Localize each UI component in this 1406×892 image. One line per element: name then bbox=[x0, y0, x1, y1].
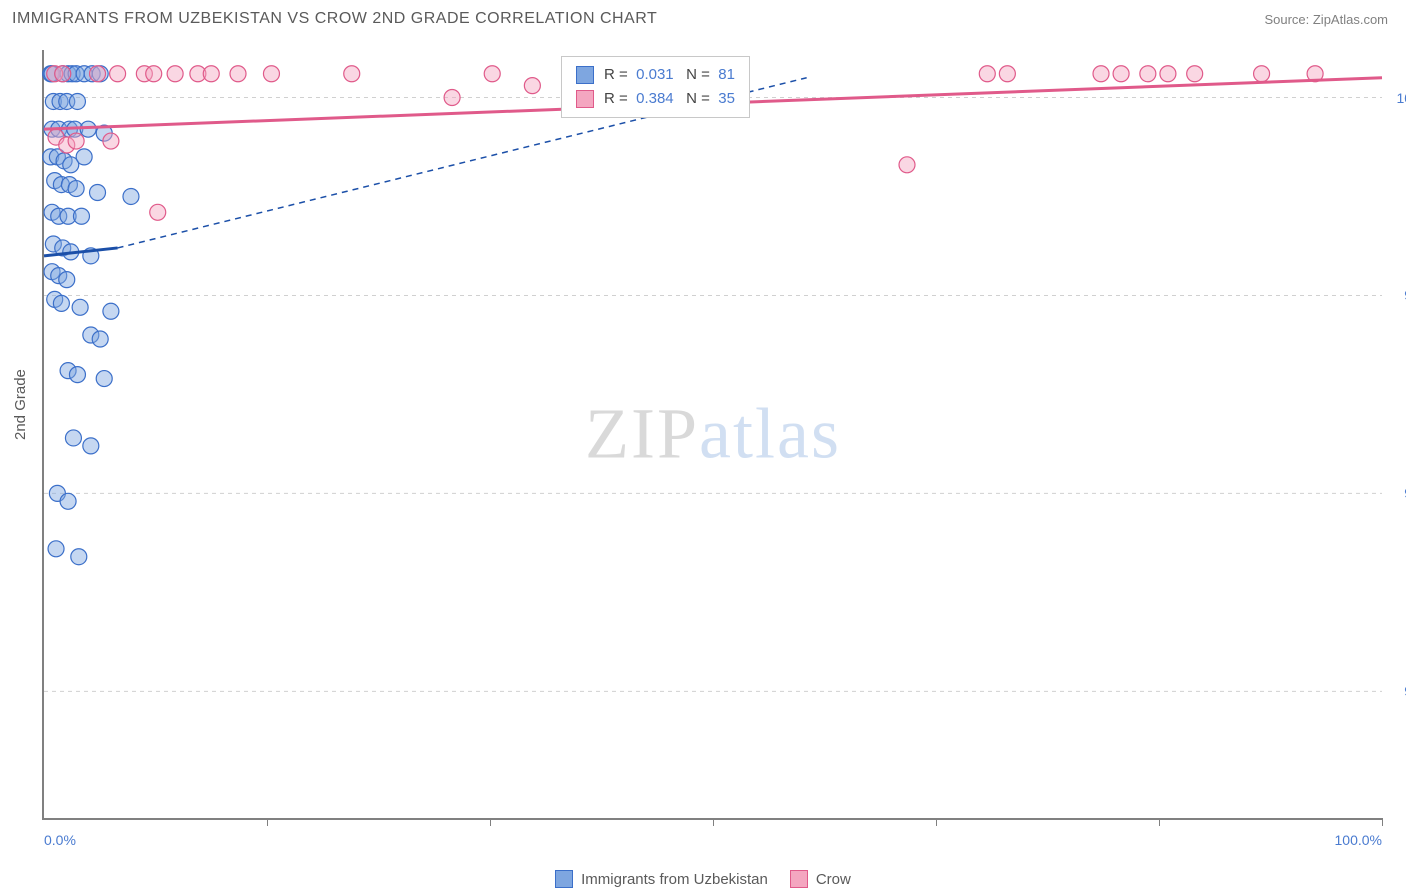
data-point bbox=[1160, 66, 1176, 82]
data-point bbox=[103, 133, 119, 149]
stats-row: R = 0.384 N = 35 bbox=[576, 87, 735, 111]
data-point bbox=[484, 66, 500, 82]
data-point bbox=[69, 93, 85, 109]
x-tick-mark bbox=[1159, 818, 1160, 826]
data-point bbox=[55, 66, 71, 82]
legend-item-uzbekistan: Immigrants from Uzbekistan bbox=[555, 870, 768, 888]
y-axis-label: 2nd Grade bbox=[12, 369, 29, 440]
swatch-icon bbox=[576, 90, 594, 108]
data-point bbox=[83, 438, 99, 454]
x-tick-label: 100.0% bbox=[1335, 832, 1382, 848]
data-point bbox=[90, 185, 106, 201]
data-point bbox=[167, 66, 183, 82]
x-tick-mark bbox=[490, 818, 491, 826]
data-point bbox=[73, 208, 89, 224]
data-point bbox=[1140, 66, 1156, 82]
stats-text: R = 0.384 N = 35 bbox=[604, 87, 735, 111]
swatch-icon bbox=[790, 870, 808, 888]
data-point bbox=[444, 90, 460, 106]
data-point bbox=[524, 78, 540, 94]
data-point bbox=[1093, 66, 1109, 82]
data-point bbox=[92, 331, 108, 347]
legend: Immigrants from Uzbekistan Crow bbox=[0, 870, 1406, 888]
stats-text: R = 0.031 N = 81 bbox=[604, 63, 735, 87]
data-point bbox=[103, 303, 119, 319]
data-point bbox=[110, 66, 126, 82]
legend-label: Immigrants from Uzbekistan bbox=[581, 871, 768, 888]
x-tick-label: 0.0% bbox=[44, 832, 76, 848]
chart-title: IMMIGRANTS FROM UZBEKISTAN VS CROW 2ND G… bbox=[12, 10, 657, 28]
legend-label: Crow bbox=[816, 871, 851, 888]
stats-row: R = 0.031 N = 81 bbox=[576, 63, 735, 87]
data-point bbox=[53, 295, 69, 311]
data-point bbox=[72, 299, 88, 315]
data-point bbox=[1254, 66, 1270, 82]
plot-area: ZIPatlas 92.5%95.0%97.5%100.0% 0.0%100.0… bbox=[42, 50, 1382, 820]
legend-item-crow: Crow bbox=[790, 870, 851, 888]
data-point bbox=[146, 66, 162, 82]
swatch-icon bbox=[576, 66, 594, 84]
source-attribution: Source: ZipAtlas.com bbox=[1264, 12, 1388, 27]
data-point bbox=[263, 66, 279, 82]
correlation-stats-box: R = 0.031 N = 81R = 0.384 N = 35 bbox=[561, 56, 750, 118]
data-point bbox=[1113, 66, 1129, 82]
data-point bbox=[69, 367, 85, 383]
data-point bbox=[999, 66, 1015, 82]
x-tick-mark bbox=[713, 818, 714, 826]
data-point bbox=[899, 157, 915, 173]
data-point bbox=[1187, 66, 1203, 82]
data-point bbox=[230, 66, 246, 82]
data-point bbox=[90, 66, 106, 82]
swatch-icon bbox=[555, 870, 573, 888]
data-point bbox=[60, 493, 76, 509]
data-point bbox=[76, 149, 92, 165]
x-tick-mark bbox=[936, 818, 937, 826]
x-tick-mark bbox=[1382, 818, 1383, 826]
scatter-svg bbox=[44, 50, 1382, 818]
data-point bbox=[96, 371, 112, 387]
data-point bbox=[71, 549, 87, 565]
data-point bbox=[68, 133, 84, 149]
data-point bbox=[150, 204, 166, 220]
data-point bbox=[123, 188, 139, 204]
data-point bbox=[59, 272, 75, 288]
data-point bbox=[344, 66, 360, 82]
data-point bbox=[48, 541, 64, 557]
x-tick-mark bbox=[267, 818, 268, 826]
data-point bbox=[979, 66, 995, 82]
y-tick-label: 100.0% bbox=[1397, 90, 1406, 106]
data-point bbox=[65, 430, 81, 446]
data-point bbox=[203, 66, 219, 82]
data-point bbox=[68, 181, 84, 197]
